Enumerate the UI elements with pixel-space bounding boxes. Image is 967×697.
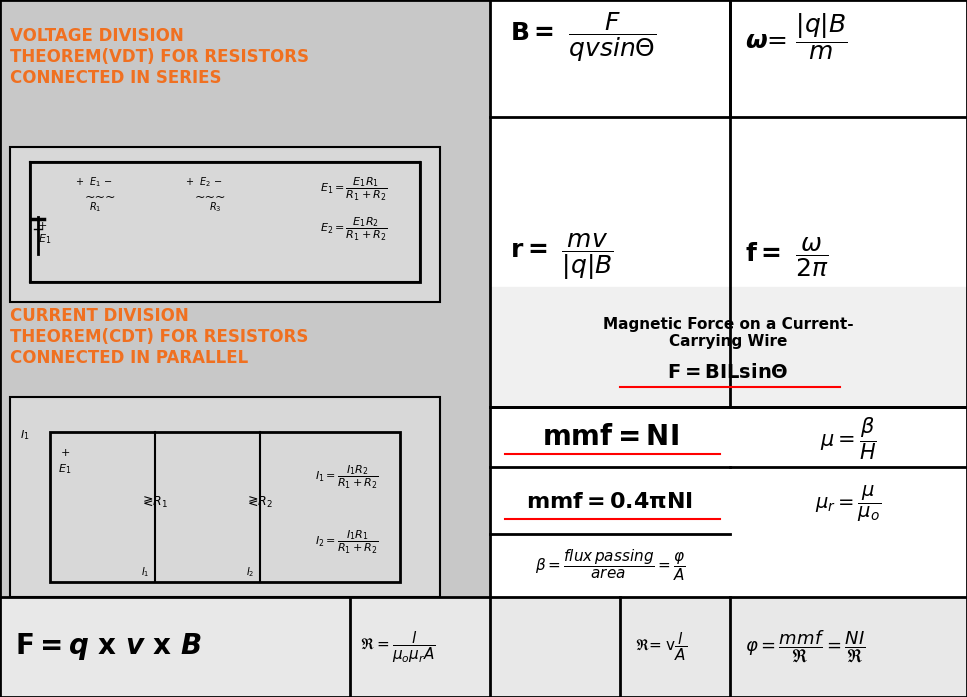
Text: $+$  $E_2$ $-$: $+$ $E_2$ $-$ [185, 175, 222, 189]
Text: $I_2 = \dfrac{I_1 R_1}{R_1 + R_2}$: $I_2 = \dfrac{I_1 R_1}{R_1 + R_2}$ [315, 528, 379, 556]
Text: $E_1$: $E_1$ [58, 462, 72, 476]
Text: $\mathbf{f=}$ $\dfrac{\omega}{2\pi}$: $\mathbf{f=}$ $\dfrac{\omega}{2\pi}$ [745, 235, 829, 279]
Text: $\mathbf{r=}$ $\dfrac{mv}{|q|B}$: $\mathbf{r=}$ $\dfrac{mv}{|q|B}$ [510, 231, 614, 282]
Text: $\boldsymbol{\omega}$= $\dfrac{|q|B}{m}$: $\boldsymbol{\omega}$= $\dfrac{|q|B}{m}$ [745, 12, 847, 63]
Text: $E_1$: $E_1$ [38, 232, 51, 246]
Text: $I_1 = \dfrac{I_1 R_2}{R_1 + R_2}$: $I_1 = \dfrac{I_1 R_2}{R_1 + R_2}$ [315, 464, 379, 491]
Text: ≷$R_2$: ≷$R_2$ [248, 494, 273, 510]
Text: $\mathfrak{R} = \dfrac{l}{\mu_o\mu_r A}$: $\mathfrak{R} = \dfrac{l}{\mu_o\mu_r A}$ [360, 629, 436, 665]
Bar [490, 287, 967, 407]
Text: ~~~: ~~~ [194, 190, 225, 204]
Text: $\mathbf{F=BILsin\Theta}$: $\mathbf{F=BILsin\Theta}$ [667, 362, 789, 381]
Text: CURRENT DIVISION
THEOREM(CDT) FOR RESISTORS
CONNECTED IN PARALLEL: CURRENT DIVISION THEOREM(CDT) FOR RESIST… [10, 307, 308, 367]
Text: $\mathbf{F=}$$\boldsymbol{q}$ $\mathbf{x}$ $\boldsymbol{v}$ $\mathbf{x}$ $\bolds: $\mathbf{F=}$$\boldsymbol{q}$ $\mathbf{x… [15, 631, 202, 663]
Text: $+$: $+$ [37, 220, 47, 231]
Text: $\mathbf{mmf= NI}$: $\mathbf{mmf= NI}$ [542, 423, 679, 451]
Text: $\beta = \dfrac{flux\,passing}{area}=\dfrac{\varphi}{A}$: $\beta = \dfrac{flux\,passing}{area}=\df… [535, 547, 686, 583]
Text: $E_2 = \dfrac{E_1 R_2}{R_1 + R_2}$: $E_2 = \dfrac{E_1 R_2}{R_1 + R_2}$ [320, 215, 388, 243]
Text: VOLTAGE DIVISION
THEOREM(VDT) FOR RESISTORS
CONNECTED IN SERIES: VOLTAGE DIVISION THEOREM(VDT) FOR RESIST… [10, 27, 309, 86]
FancyBboxPatch shape [10, 147, 440, 302]
Text: $\varphi = \dfrac{mmf}{\mathfrak{R}}=\dfrac{NI}{\mathfrak{R}}$: $\varphi = \dfrac{mmf}{\mathfrak{R}}=\df… [745, 629, 865, 665]
Text: $R_3$: $R_3$ [209, 200, 221, 214]
Text: $\mathfrak{R}$= v$\dfrac{l}{A}$: $\mathfrak{R}$= v$\dfrac{l}{A}$ [635, 631, 688, 664]
Bar [490, 0, 967, 697]
Text: $\mu = \dfrac{\beta}{H}$: $\mu = \dfrac{\beta}{H}$ [820, 415, 876, 462]
Text: ~~~: ~~~ [84, 190, 116, 204]
Text: Magnetic Force on a Current-
Carrying Wire: Magnetic Force on a Current- Carrying Wi… [602, 317, 853, 349]
Bar [0, 597, 967, 697]
Text: $R_1$: $R_1$ [89, 200, 102, 214]
Text: $\mathbf{B=}$ $\dfrac{F}{qvsin\Theta}$: $\mathbf{B=}$ $\dfrac{F}{qvsin\Theta}$ [510, 10, 657, 64]
Bar [30, 162, 420, 282]
Text: ≷$R_1$: ≷$R_1$ [142, 494, 168, 510]
Bar [0, 0, 490, 697]
Text: $+$  $E_1$ $-$: $+$ $E_1$ $-$ [75, 175, 112, 189]
Text: $\mathbf{mmf= 0.4\pi NI}$: $\mathbf{mmf= 0.4\pi NI}$ [526, 492, 693, 512]
Text: $\mu_r=\dfrac{\mu}{\mu_o}$: $\mu_r=\dfrac{\mu}{\mu_o}$ [815, 484, 881, 524]
Text: $I_2$: $I_2$ [246, 565, 254, 579]
Text: $I_1$: $I_1$ [141, 565, 149, 579]
Text: $E_1 = \dfrac{E_1 R_1}{R_1 + R_2}$: $E_1 = \dfrac{E_1 R_1}{R_1 + R_2}$ [320, 176, 388, 203]
Text: $+$: $+$ [60, 447, 71, 457]
FancyBboxPatch shape [10, 397, 440, 597]
Bar [50, 432, 400, 582]
Text: $I_1$: $I_1$ [20, 428, 30, 442]
